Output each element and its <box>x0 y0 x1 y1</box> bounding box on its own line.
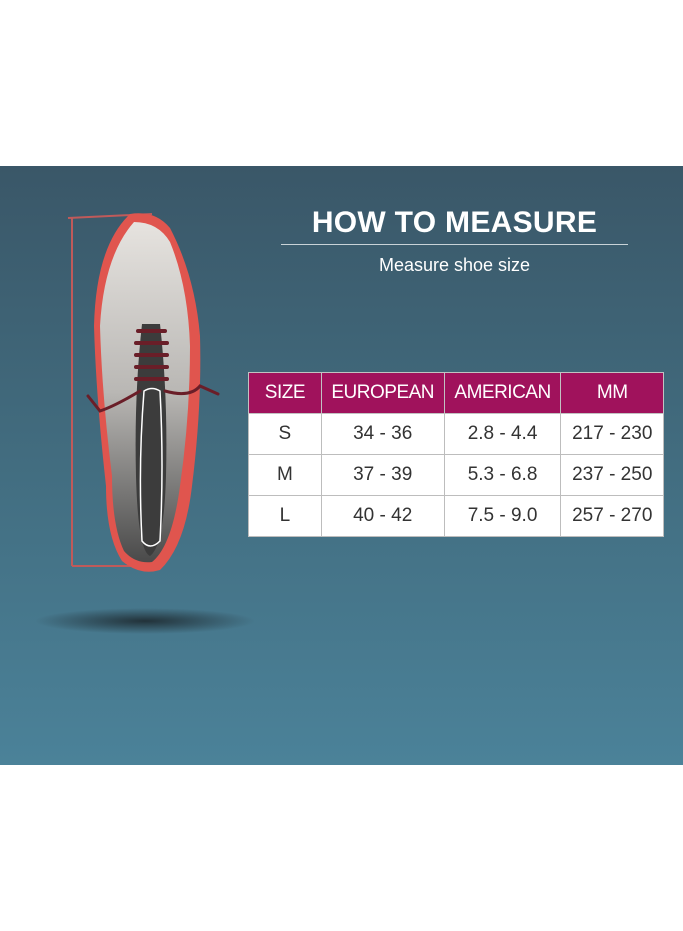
header-european: EUROPEAN <box>320 372 445 414</box>
header-american: AMERICAN <box>443 372 562 414</box>
header-size: SIZE <box>248 372 322 414</box>
table-header-row: SIZE EUROPEAN AMERICAN MM <box>248 372 664 414</box>
page-title: HOW TO MEASURE <box>311 206 598 239</box>
cell-european: 37 - 39 <box>320 454 445 496</box>
shoe-illustration <box>35 213 255 634</box>
cell-european: 34 - 36 <box>320 413 445 455</box>
cell-size: L <box>248 495 322 537</box>
cell-mm: 217 - 230 <box>560 413 664 455</box>
cell-american: 5.3 - 6.8 <box>443 454 562 496</box>
shoe-shadow <box>35 608 255 634</box>
page-subtitle: Measure shoe size <box>378 255 531 275</box>
table-row: S 34 - 36 2.8 - 4.4 217 - 230 <box>248 413 664 455</box>
cell-size: S <box>248 413 322 455</box>
cell-american: 7.5 - 9.0 <box>443 495 562 537</box>
size-guide-panel: HOW TO MEASURE Measure shoe size SIZE EU… <box>0 166 683 765</box>
size-chart-table: SIZE EUROPEAN AMERICAN MM S 34 - 36 2.8 … <box>248 372 664 537</box>
cell-mm: 237 - 250 <box>560 454 664 496</box>
shoe-laces <box>86 329 220 413</box>
shoe-tongue <box>135 324 167 556</box>
cell-european: 40 - 42 <box>320 495 445 537</box>
title-divider <box>281 244 628 245</box>
cell-american: 2.8 - 4.4 <box>443 413 562 455</box>
cell-mm: 257 - 270 <box>560 495 664 537</box>
table-row: L 40 - 42 7.5 - 9.0 257 - 270 <box>248 495 664 537</box>
header-mm: MM <box>560 372 664 414</box>
table-row: M 37 - 39 5.3 - 6.8 237 - 250 <box>248 454 664 496</box>
cell-size: M <box>248 454 322 496</box>
